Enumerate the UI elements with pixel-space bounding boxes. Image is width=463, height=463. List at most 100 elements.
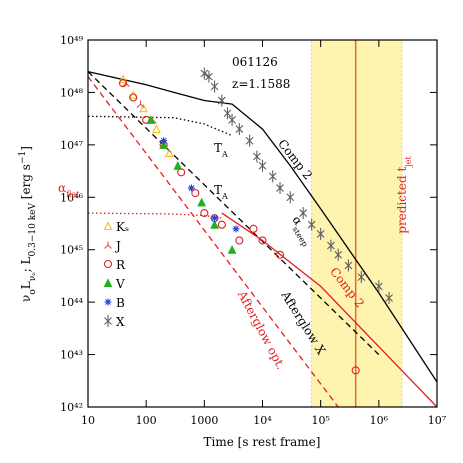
jet-band bbox=[311, 39, 403, 408]
legend-marker bbox=[103, 259, 113, 269]
model-curve bbox=[87, 70, 438, 383]
legend-label: X bbox=[116, 315, 125, 329]
annotation: z=1.1588 bbox=[232, 77, 290, 91]
annotation-text: Afterglow opt. bbox=[234, 288, 288, 372]
legend-label: J bbox=[114, 239, 121, 253]
data-point bbox=[173, 160, 183, 170]
data-point bbox=[205, 70, 213, 83]
y-tick-label: 10⁴⁷ bbox=[60, 139, 83, 152]
data-point bbox=[187, 184, 195, 192]
data-point bbox=[245, 134, 254, 147]
x-tick-label: 10⁶ bbox=[370, 414, 389, 427]
data-point bbox=[374, 280, 383, 293]
annotation: predicted tjet bbox=[395, 155, 413, 233]
y-tick-label: 10⁴⁵ bbox=[60, 244, 83, 257]
y-axis-label: νoLνₒ; L0.3−10 keV [erg s−1] bbox=[18, 146, 38, 302]
data-point bbox=[160, 137, 168, 145]
model-curve bbox=[87, 115, 233, 137]
annotation-text: predicted t bbox=[395, 167, 409, 234]
data-point bbox=[211, 214, 219, 222]
y-label-part: ] bbox=[19, 146, 33, 151]
data-point bbox=[385, 291, 393, 304]
data-point bbox=[217, 220, 226, 229]
y-tick-label: 10⁴⁶ bbox=[60, 191, 83, 204]
x-tick-label: 10⁵ bbox=[311, 414, 329, 427]
annotation-text: α bbox=[58, 181, 66, 195]
data-point bbox=[164, 148, 174, 158]
data-point bbox=[276, 182, 284, 195]
data-point bbox=[146, 115, 156, 124]
y-tick-label: 10⁴² bbox=[60, 401, 83, 414]
x-tick-label: 10 bbox=[81, 414, 95, 427]
data-point bbox=[197, 197, 207, 207]
data-point bbox=[235, 123, 244, 136]
annotation: Afterglow opt. bbox=[234, 288, 288, 372]
data-point bbox=[136, 100, 145, 108]
x-tick-label: 100 bbox=[136, 414, 157, 427]
data-point bbox=[258, 236, 267, 245]
data-point bbox=[252, 150, 261, 163]
data-point bbox=[118, 74, 128, 84]
annotation-text: T bbox=[214, 183, 222, 197]
y-label-part: νₒ bbox=[28, 272, 38, 281]
annotation-sub: A bbox=[221, 150, 228, 159]
data-point bbox=[118, 79, 128, 88]
data-point bbox=[235, 236, 244, 245]
data-point bbox=[357, 271, 366, 284]
data-point bbox=[177, 168, 186, 177]
data-point bbox=[327, 239, 335, 252]
legend-marker bbox=[103, 221, 113, 231]
legend-marker bbox=[103, 278, 113, 288]
y-tick-label: 10⁴⁴ bbox=[60, 296, 83, 309]
x-axis-label: Time [s rest frame] bbox=[204, 435, 321, 449]
annotation-text: Comp 2 bbox=[275, 137, 315, 183]
y-tick-label: 10⁴³ bbox=[60, 349, 83, 362]
data-point bbox=[258, 159, 267, 172]
y-label-part: ν bbox=[19, 295, 33, 302]
data-point bbox=[159, 140, 169, 149]
annotation-text: 061126 bbox=[232, 55, 278, 69]
legend-label: Kₛ bbox=[116, 220, 129, 234]
y-label-part: L bbox=[19, 281, 33, 289]
annotation-sub: flat bbox=[66, 190, 80, 199]
data-point bbox=[286, 191, 295, 204]
annotation-text: T bbox=[214, 141, 222, 155]
data-point bbox=[200, 209, 209, 218]
data-point bbox=[249, 224, 258, 233]
data-point bbox=[228, 113, 236, 126]
data-point bbox=[268, 170, 277, 183]
annotation: TA bbox=[214, 183, 228, 201]
annotation-sub: steep bbox=[291, 225, 310, 248]
model-curve bbox=[87, 76, 339, 408]
annotation-sub: A bbox=[221, 192, 228, 201]
annotation-sub: jet bbox=[404, 155, 413, 167]
x-tick-label: 10⁴ bbox=[253, 414, 272, 427]
legend-marker bbox=[104, 298, 112, 306]
legend-marker bbox=[104, 241, 112, 249]
data-point bbox=[334, 248, 343, 261]
data-point bbox=[200, 67, 209, 80]
data-point bbox=[351, 366, 360, 375]
data-point bbox=[227, 244, 237, 254]
model-curve bbox=[87, 71, 380, 356]
y-label-part: 0.3−10 keV bbox=[28, 203, 38, 257]
annotation: TA bbox=[214, 141, 228, 159]
legend-label: V bbox=[115, 277, 125, 291]
data-point bbox=[139, 103, 148, 113]
legend-label: R bbox=[116, 258, 126, 272]
data-point bbox=[210, 80, 219, 93]
data-point bbox=[232, 225, 240, 233]
data-point bbox=[129, 93, 138, 102]
data-point bbox=[191, 189, 200, 198]
legend-marker bbox=[104, 315, 112, 327]
annotation: Comp 2 bbox=[275, 137, 315, 183]
data-point bbox=[299, 207, 308, 220]
data-point bbox=[307, 218, 316, 231]
data-point bbox=[275, 250, 285, 259]
y-label-part: −1 bbox=[18, 151, 28, 164]
y-tick-label: 10⁴⁹ bbox=[60, 34, 83, 47]
annotation-text: z=1.1588 bbox=[232, 77, 290, 91]
x-tick-label: 1000 bbox=[190, 414, 218, 427]
data-point bbox=[217, 94, 226, 107]
